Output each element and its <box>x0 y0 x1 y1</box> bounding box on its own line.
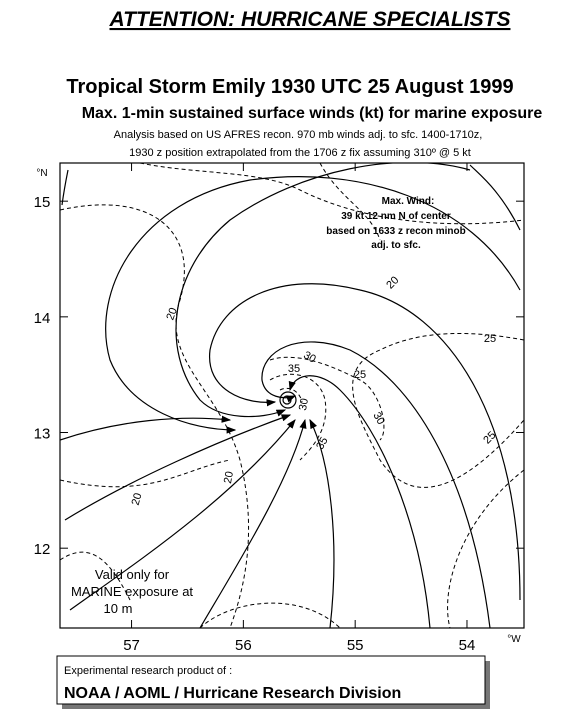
footer-line: Experimental research product of : <box>64 665 232 677</box>
isotach-label: 25 <box>484 333 496 345</box>
validity: 10 m <box>104 601 133 616</box>
isotach-label: 35 <box>314 435 331 452</box>
y-tick-label: 12 <box>34 541 51 558</box>
note: 1930 z position extrapolated from the 17… <box>129 147 471 159</box>
lat-unit: °N <box>36 168 47 179</box>
x-tick-label: 54 <box>459 637 476 654</box>
footer-box <box>56 655 486 705</box>
isotachs <box>60 163 524 628</box>
isotach-label: 20 <box>222 470 236 484</box>
y-tick-label: 13 <box>34 426 51 443</box>
title: Tropical Storm Emily 1930 UTC 25 August … <box>66 76 513 98</box>
max-wind: based on 1633 z recon minob <box>326 226 465 237</box>
isotach-label: 30 <box>370 410 387 427</box>
y-tick-label: 15 <box>34 194 51 211</box>
y-tick-label: 14 <box>34 310 51 327</box>
max-wind: 39 kt 12 nm N of center <box>341 211 451 222</box>
validity: MARINE exposure at <box>71 584 193 599</box>
isotach-label: 30 <box>297 397 311 411</box>
isotach-label: 30 <box>301 349 318 366</box>
frame <box>59 162 525 629</box>
isotach-label: 20 <box>384 274 401 291</box>
subtitle: Max. 1-min sustained surface winds (kt) … <box>82 105 543 122</box>
footer-org: NOAA / AOML / Hurricane Research Divisio… <box>64 685 401 702</box>
isotach-label: 20 <box>130 492 145 507</box>
x-tick-label: 57 <box>123 637 140 654</box>
x-tick-label: 55 <box>347 637 364 654</box>
isotach-label: 35 <box>288 363 300 375</box>
max-wind: adj. to sfc. <box>371 240 421 251</box>
isotach-label: 25 <box>481 429 498 446</box>
validity: Valid only for <box>95 567 170 582</box>
x-tick-label: 56 <box>235 637 252 654</box>
isotach-label: 20 <box>164 306 179 322</box>
isotach-label: 25 <box>354 369 366 381</box>
attention: ATTENTION: HURRICANE SPECIALISTS <box>109 8 511 31</box>
max-wind: Max. Wind: <box>382 196 435 207</box>
note: Analysis based on US AFRES recon. 970 mb… <box>114 129 483 141</box>
lon-unit: °W <box>507 634 521 645</box>
